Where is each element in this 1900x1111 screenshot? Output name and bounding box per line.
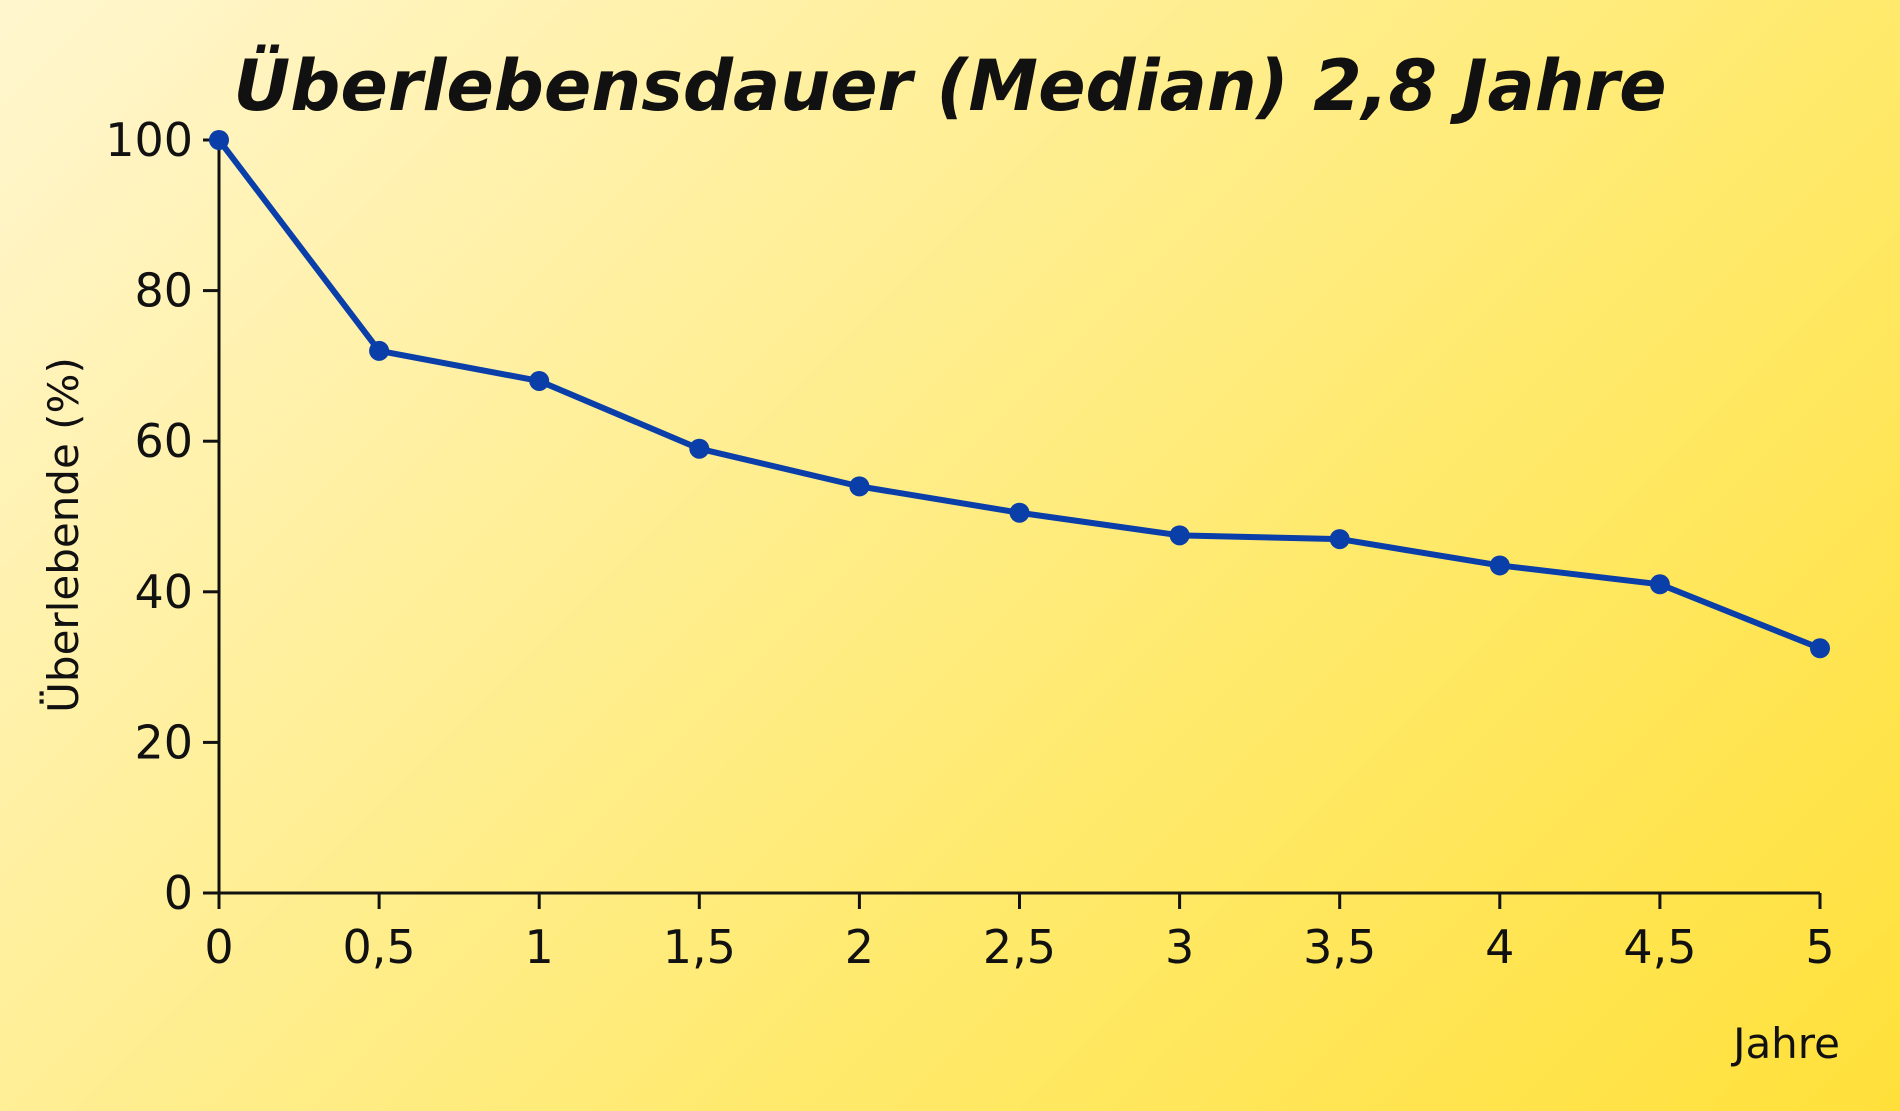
series-line <box>216 137 1823 652</box>
chart-title: Überlebensdauer (Median) 2,8 Jahre <box>233 45 1666 127</box>
y-axis-label: Überlebende (%) <box>38 357 88 713</box>
data-point <box>1169 525 1190 546</box>
x-tick-label: 1,5 <box>663 920 736 974</box>
data-point <box>849 476 870 497</box>
x-axis-label: Jahre <box>1730 1019 1840 1068</box>
data-point <box>689 438 710 459</box>
x-tick-label: 4,5 <box>1623 920 1696 974</box>
x-tick-label: 1 <box>525 920 554 974</box>
x-tick-label: 3 <box>1165 920 1194 974</box>
plot-layer <box>209 130 1830 659</box>
x-tick-label: 2 <box>845 920 874 974</box>
x-tick-label: 0 <box>204 920 233 974</box>
data-point <box>1489 555 1510 576</box>
data-point <box>1649 574 1670 595</box>
data-point <box>209 130 229 150</box>
y-tick-label: 40 <box>134 565 193 619</box>
x-tick-label: 3,5 <box>1303 920 1376 974</box>
y-tick-label: 100 <box>105 113 193 167</box>
data-point <box>1009 502 1030 523</box>
y-tick-label: 20 <box>134 715 193 769</box>
x-tick-label: 4 <box>1485 920 1514 974</box>
x-tick-label: 5 <box>1805 920 1834 974</box>
y-tick-label: 60 <box>134 414 193 468</box>
y-tick-label: 0 <box>164 866 193 920</box>
x-tick-label: 2,5 <box>983 920 1056 974</box>
axes-layer: 0 20 40 60 80 100 0 0,5 1 1,5 2 2,5 3 3,5 4 4,5 5 <box>105 113 1834 974</box>
data-point <box>369 340 390 361</box>
y-tick-label: 80 <box>134 264 193 318</box>
data-point <box>529 370 550 391</box>
data-point <box>1329 529 1350 550</box>
data-point <box>1810 638 1830 659</box>
x-tick-label: 0,5 <box>343 920 416 974</box>
